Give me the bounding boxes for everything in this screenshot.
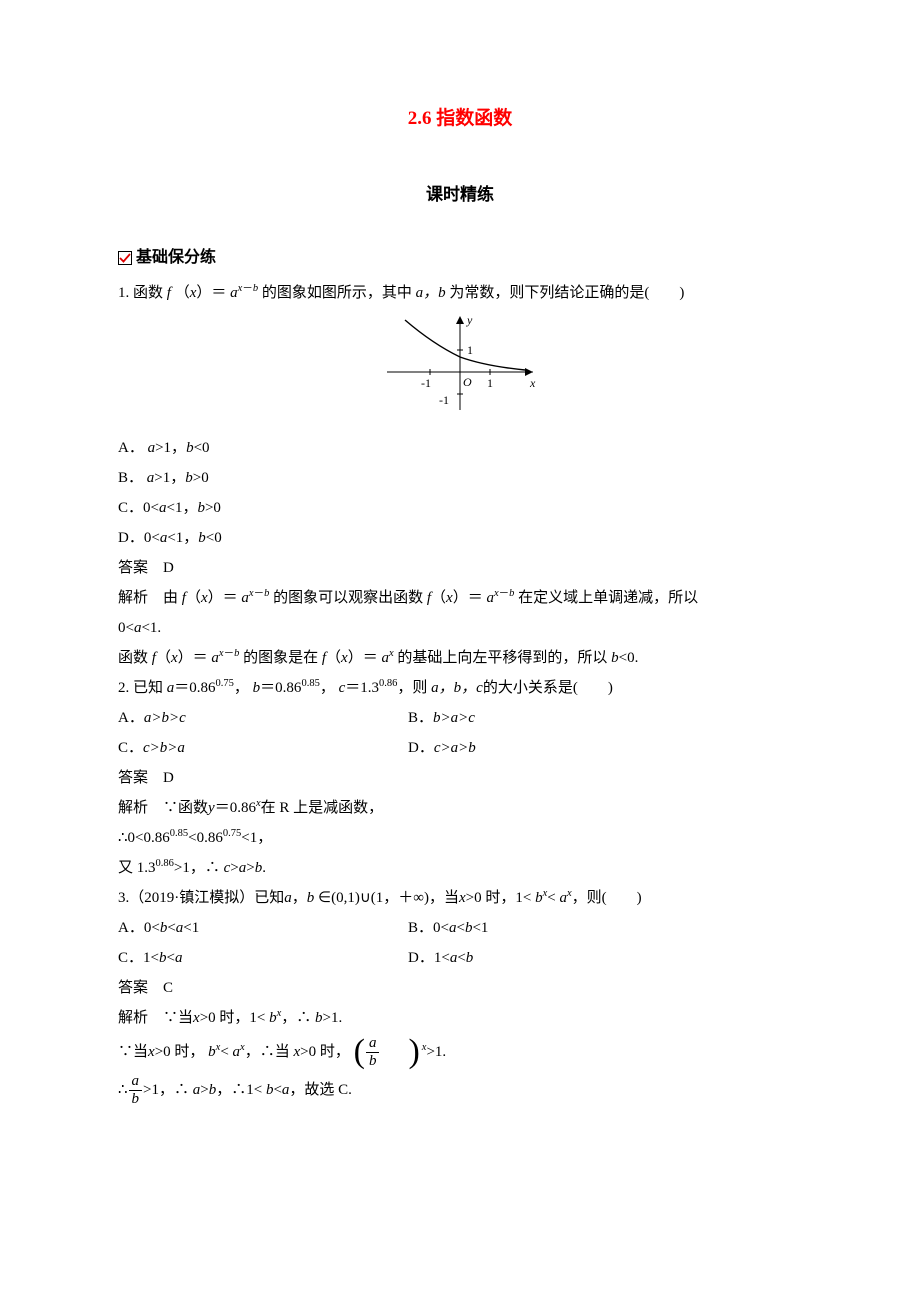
- q2-opt-a: A．a>b>c: [118, 703, 408, 733]
- q3-stem: 3.（2019·镇江模拟）已知a，b ∈(0,1)∪(1，＋∞)，当x>0 时，…: [118, 883, 802, 913]
- section-label-text: 基础保分练: [136, 242, 216, 274]
- q2-opt-b: B．b>a>c: [408, 703, 802, 733]
- q2-opt-c: C．c>b>a: [118, 733, 408, 763]
- q3-explain-1: 解析 ∵当x>0 时，1< bx，∴ b>1.: [118, 1003, 802, 1033]
- q1-explain-3: 函数 f（x）＝ ax－b 的图象是在 f（x）＝ ax 的基础上向左平移得到的…: [118, 643, 802, 673]
- q2-explain-1: 解析 ∵函数y＝0.86x在 R 上是减函数，: [118, 793, 802, 823]
- q3-answer: 答案 C: [118, 973, 802, 1003]
- q1-explain-1: 解析 由 f（x）＝ ax－b 的图象可以观察出函数 f（x）＝ ax－b 在定…: [118, 583, 802, 613]
- svg-text:y: y: [466, 313, 473, 327]
- q2-opt-d: D．c>a>b: [408, 733, 802, 763]
- sub-title: 课时精练: [118, 178, 802, 212]
- svg-text:1: 1: [487, 376, 493, 390]
- main-title: 2.6 指数函数: [118, 100, 802, 138]
- q3-opt-a: A．0<b<a<1: [118, 913, 408, 943]
- q1-explain-2: 0<a<1.: [118, 613, 802, 643]
- q2-stem: 2. 已知 a＝0.860.75， b＝0.860.85， c＝1.30.86，…: [118, 673, 802, 703]
- q2-explain-2: ∴0<0.860.85<0.860.75<1，: [118, 823, 802, 853]
- svg-text:O: O: [463, 375, 472, 389]
- q2-answer: 答案 D: [118, 763, 802, 793]
- svg-text:-1: -1: [421, 376, 431, 390]
- svg-text:x: x: [529, 376, 536, 390]
- check-icon: [118, 251, 132, 265]
- q1-opt-c: C．0<a<1，b>0: [118, 493, 802, 523]
- q3-opt-d: D．1<a<b: [408, 943, 802, 973]
- q2-explain-3: 又 1.30.86>1，∴ c>a>b.: [118, 853, 802, 883]
- q3-explain-2: ∵当x>0 时， bx< ax，∴当 x>0 时， (ab)x>1.: [118, 1033, 802, 1072]
- q1-opt-d: D．0<a<1，b<0: [118, 523, 802, 553]
- q1-graph: y x -1 O 1 1 -1: [118, 312, 802, 427]
- q3-opt-b: B．0<a<b<1: [408, 913, 802, 943]
- q3-opt-c: C．1<b<a: [118, 943, 408, 973]
- q1-stem: 1. 函数 f （x）＝ ax－b 的图象如图所示，其中 a，b 为常数，则下列…: [118, 278, 802, 308]
- svg-text:1: 1: [467, 343, 473, 357]
- q3-explain-3: ∴ab>1，∴ a>b，∴1< b<a，故选 C.: [118, 1072, 802, 1108]
- q1-opt-a: A． a>1，b<0: [118, 433, 802, 463]
- svg-text:-1: -1: [439, 393, 449, 407]
- q1-opt-b: B． a>1，b>0: [118, 463, 802, 493]
- section-label: 基础保分练: [118, 242, 216, 274]
- q1-answer: 答案 D: [118, 553, 802, 583]
